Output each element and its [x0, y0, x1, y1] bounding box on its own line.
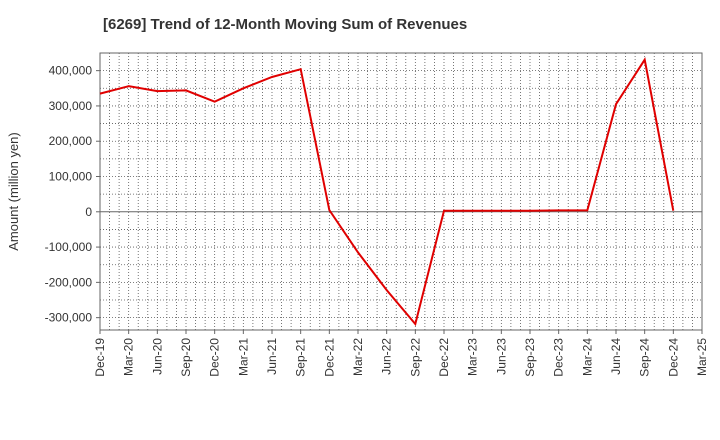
- x-tick-label: Dec-22: [437, 338, 451, 377]
- plot-area-frame: [99, 52, 703, 331]
- chart-title: [6269] Trend of 12-Month Moving Sum of R…: [103, 16, 468, 33]
- y-tick-label: -300,000: [45, 311, 93, 325]
- y-tick-label: -200,000: [45, 275, 93, 289]
- x-tick-label: Dec-24: [666, 338, 680, 377]
- series-line-0: [99, 57, 675, 327]
- x-tick-label: Jun-21: [265, 338, 279, 375]
- x-tick-label: Dec-20: [208, 338, 222, 377]
- x-tick-label: Sep-24: [638, 338, 652, 377]
- x-tick-label: Sep-21: [294, 338, 308, 377]
- x-tick-label: Dec-19: [93, 338, 107, 377]
- x-tick-label: Jun-23: [494, 338, 508, 375]
- x-tick-label: Mar-23: [466, 338, 480, 376]
- x-tick-label: Sep-20: [179, 338, 193, 377]
- x-tick-label: Mar-21: [236, 338, 250, 376]
- y-tick-label: 200,000: [49, 134, 93, 148]
- y-axis-title: Amount (million yen): [6, 132, 21, 251]
- x-tick-label: Dec-21: [322, 338, 336, 377]
- x-tick-label: Sep-23: [523, 338, 537, 377]
- x-tick-label: Sep-22: [408, 338, 422, 377]
- y-tick-label: 0: [85, 205, 92, 219]
- x-tick-label: Mar-24: [580, 338, 594, 376]
- x-axis-ticks: Dec-19 Mar-20 Jun-20 Sep-20 Dec-20 Mar-21 Jun-…: [93, 330, 709, 377]
- x-tick-label: Mar-22: [351, 338, 365, 376]
- x-tick-label: Mar-20: [122, 338, 136, 376]
- x-tick-label: Jun-22: [380, 338, 394, 375]
- y-tick-label: -100,000: [45, 240, 93, 254]
- grid-lines: [100, 52, 702, 330]
- x-tick-label: Mar-25: [695, 338, 709, 376]
- y-axis-ticks: 400,000 300,000 200,000 100,000 0 -100,000 -20…: [45, 64, 100, 325]
- x-tick-label: Jun-20: [150, 338, 164, 375]
- series-layer: [99, 57, 675, 327]
- x-tick-label: Dec-23: [552, 338, 566, 377]
- y-tick-label: 100,000: [49, 170, 93, 184]
- x-tick-label: Jun-24: [609, 338, 623, 375]
- y-tick-label: 300,000: [49, 99, 93, 113]
- y-tick-label: 400,000: [49, 64, 93, 78]
